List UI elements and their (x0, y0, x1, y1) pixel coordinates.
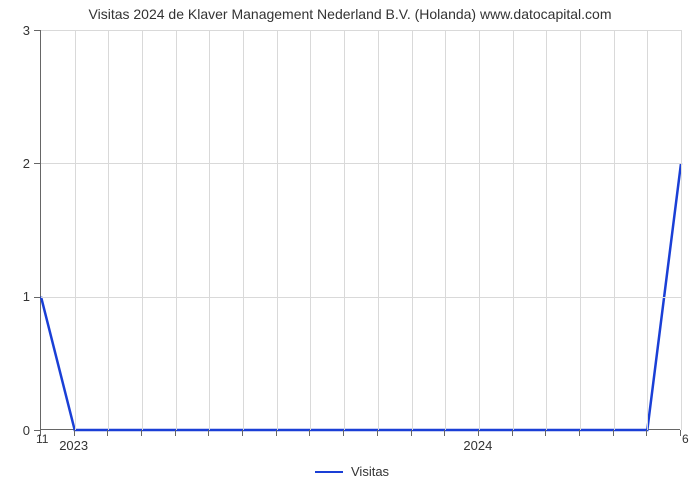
y-tick (34, 163, 40, 164)
x-tick (309, 430, 310, 436)
legend: Visitas (315, 464, 389, 479)
plot-area (40, 30, 680, 430)
legend-swatch (315, 471, 343, 473)
gridline-v (378, 30, 379, 430)
gridline-v (277, 30, 278, 430)
x-tick (107, 430, 108, 436)
x-axis-label: 2024 (438, 438, 518, 453)
x-tick (444, 430, 445, 436)
gridline-h (41, 297, 681, 298)
gridline-v (310, 30, 311, 430)
y-tick (34, 297, 40, 298)
gridline-v (209, 30, 210, 430)
x-tick (74, 430, 75, 436)
x-edge-right: 6 (682, 432, 689, 446)
gridline-v (647, 30, 648, 430)
x-tick (175, 430, 176, 436)
x-tick (411, 430, 412, 436)
y-axis-label: 0 (0, 423, 30, 438)
y-axis-label: 3 (0, 23, 30, 38)
gridline-v (142, 30, 143, 430)
chart-title: Visitas 2024 de Klaver Management Nederl… (0, 6, 700, 22)
gridline-v (513, 30, 514, 430)
gridline-v (108, 30, 109, 430)
gridline-v (580, 30, 581, 430)
x-tick (646, 430, 647, 436)
gridline-v (75, 30, 76, 430)
x-tick (680, 430, 681, 436)
gridline-v (344, 30, 345, 430)
y-tick (34, 30, 40, 31)
x-tick (377, 430, 378, 436)
x-tick (276, 430, 277, 436)
gridline-h (41, 30, 681, 31)
legend-label: Visitas (351, 464, 389, 479)
x-tick (579, 430, 580, 436)
y-tick (34, 430, 40, 431)
x-tick (141, 430, 142, 436)
gridline-v (243, 30, 244, 430)
gridline-v (681, 30, 682, 430)
x-tick (242, 430, 243, 436)
x-tick (208, 430, 209, 436)
x-edge-left: 11 (36, 432, 48, 446)
x-tick (343, 430, 344, 436)
gridline-v (445, 30, 446, 430)
gridline-v (176, 30, 177, 430)
y-axis-label: 2 (0, 156, 30, 171)
x-tick (545, 430, 546, 436)
y-axis-label: 1 (0, 289, 30, 304)
gridline-v (546, 30, 547, 430)
gridline-v (479, 30, 480, 430)
gridline-h (41, 163, 681, 164)
x-tick (512, 430, 513, 436)
gridline-v (614, 30, 615, 430)
series-line (41, 30, 681, 430)
x-tick (613, 430, 614, 436)
x-tick (478, 430, 479, 436)
gridline-v (412, 30, 413, 430)
